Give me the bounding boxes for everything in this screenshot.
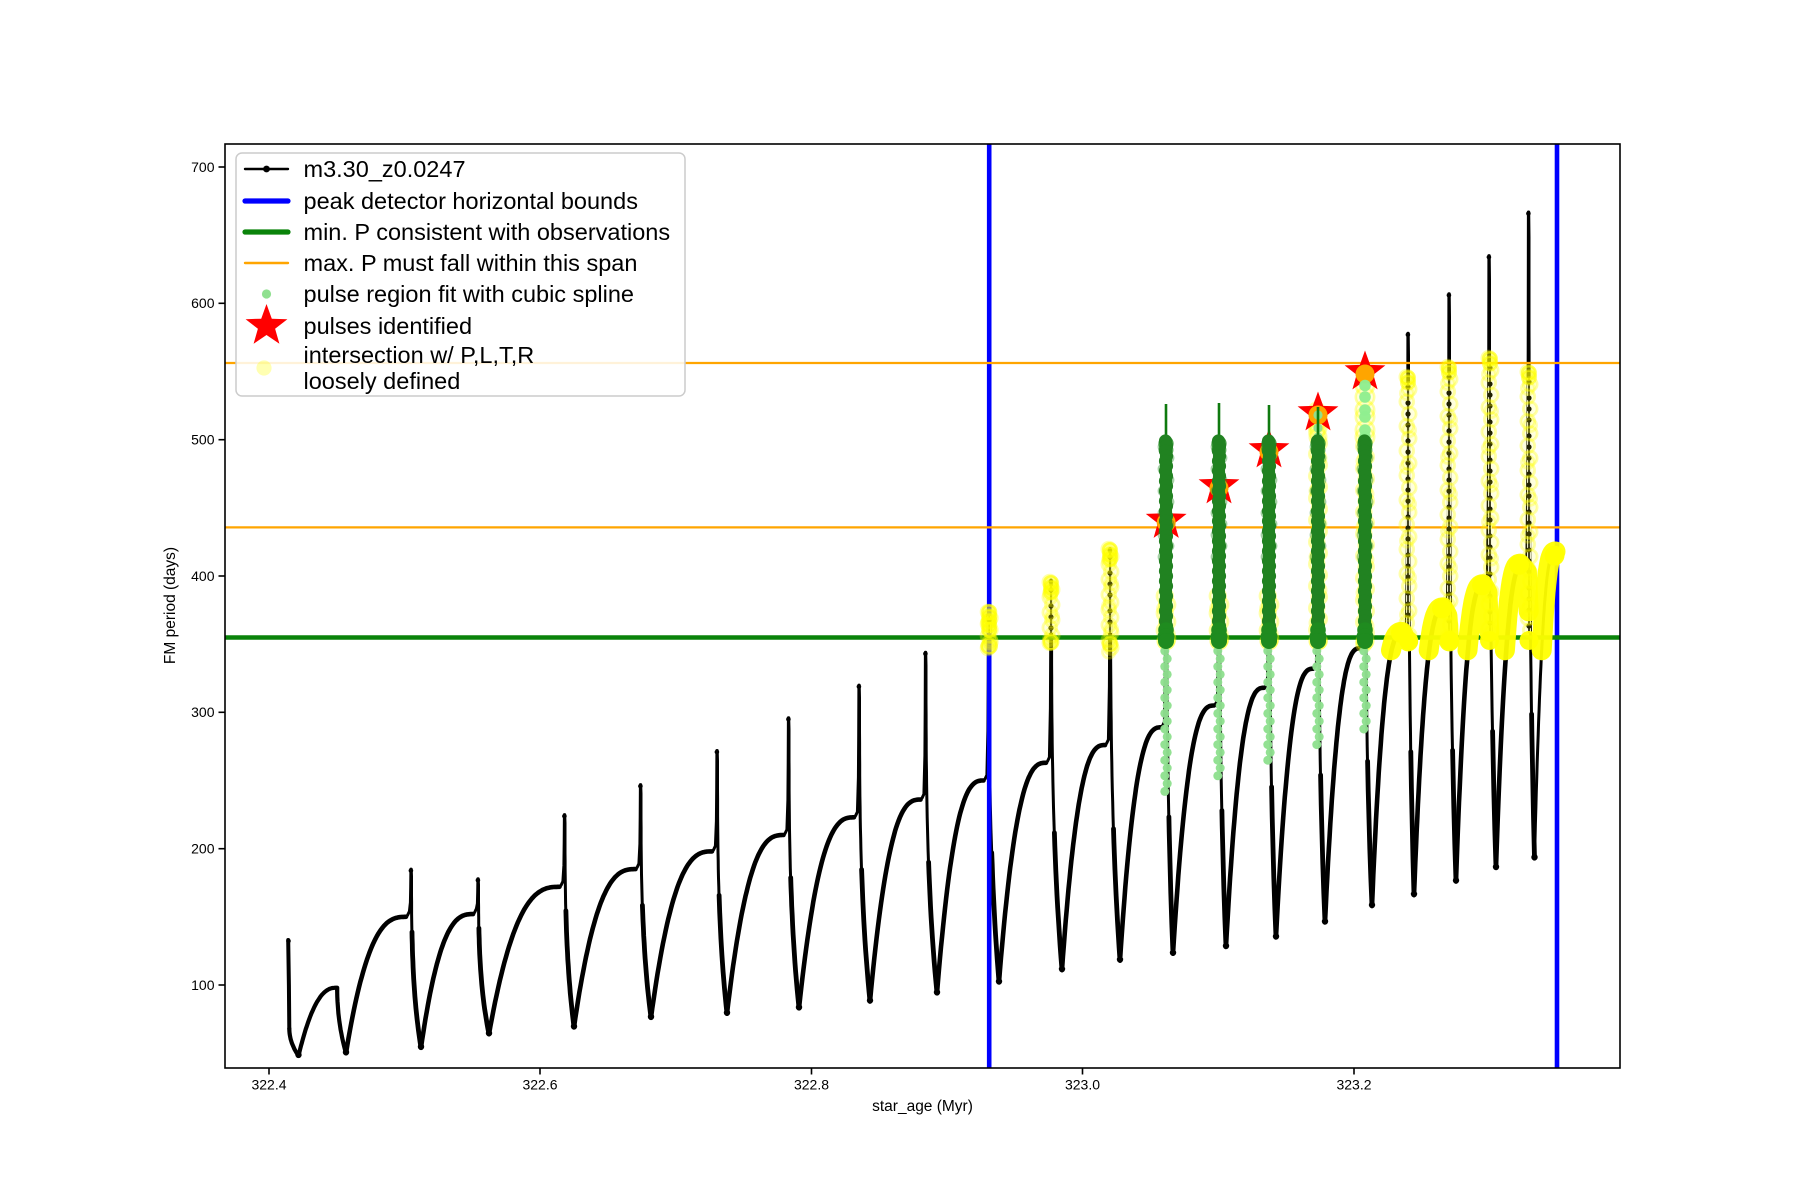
svg-text:m3.30_z0.0247: m3.30_z0.0247 [304, 156, 466, 182]
svg-text:pulse region fit with cubic sp: pulse region fit with cubic spline [304, 281, 634, 307]
svg-text:322.4: 322.4 [251, 1077, 286, 1093]
svg-text:400: 400 [191, 568, 215, 584]
svg-text:700: 700 [191, 159, 215, 175]
svg-text:300: 300 [191, 704, 215, 720]
svg-text:star_age (Myr): star_age (Myr) [872, 1098, 973, 1115]
svg-text:loosely defined: loosely defined [304, 368, 461, 394]
svg-text:600: 600 [191, 295, 215, 311]
svg-text:322.8: 322.8 [794, 1077, 829, 1093]
svg-text:intersection w/ P,L,T,R: intersection w/ P,L,T,R [304, 342, 535, 368]
svg-text:322.6: 322.6 [522, 1077, 557, 1093]
svg-text:peak detector horizontal bound: peak detector horizontal bounds [304, 188, 638, 214]
svg-text:500: 500 [191, 432, 215, 448]
svg-text:max. P must fall within this s: max. P must fall within this span [304, 250, 638, 276]
svg-text:min. P consistent with observa: min. P consistent with observations [304, 219, 671, 245]
svg-text:pulses identified: pulses identified [304, 313, 473, 339]
svg-text:100: 100 [191, 977, 215, 993]
svg-text:FM period (days): FM period (days) [162, 547, 179, 664]
svg-text:323.2: 323.2 [1336, 1077, 1371, 1093]
svg-text:323.0: 323.0 [1065, 1077, 1100, 1093]
svg-text:200: 200 [191, 841, 215, 857]
